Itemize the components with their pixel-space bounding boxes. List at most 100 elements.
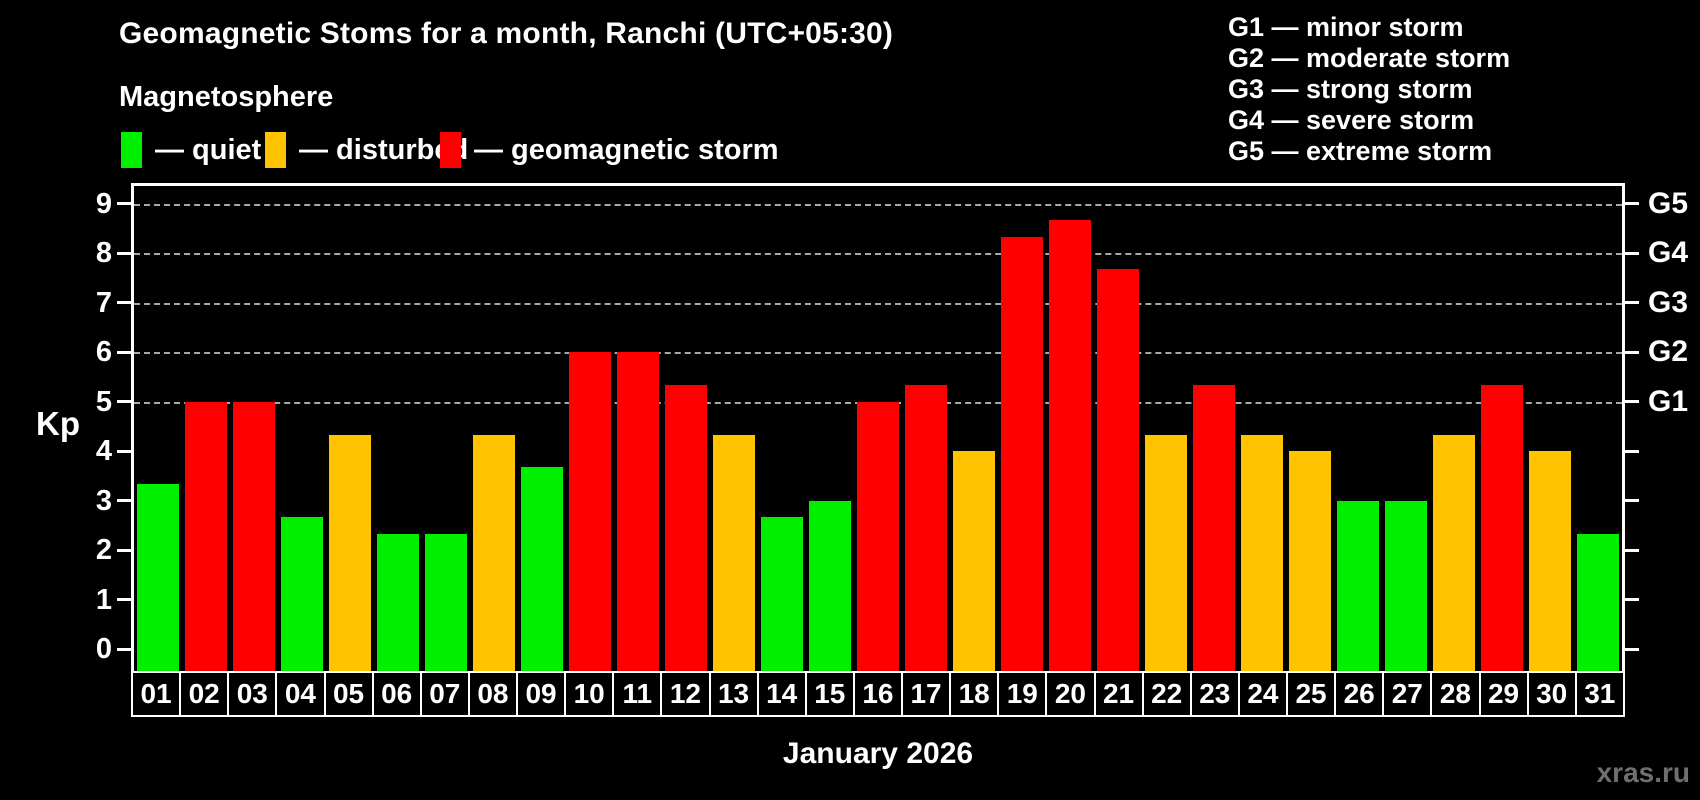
kp-bar-day-11 xyxy=(617,352,659,671)
y-axis-title: Kp xyxy=(36,405,80,442)
kp-bar-day-21 xyxy=(1097,269,1139,671)
watermark: xras.ru xyxy=(1596,757,1690,788)
day-label-26: 26 xyxy=(1334,671,1385,717)
y-tick-label-4: 4 xyxy=(95,435,112,467)
x-axis-title: January 2026 xyxy=(782,737,974,770)
right-tick-0 xyxy=(1625,647,1639,651)
kp-bar-day-20 xyxy=(1049,219,1091,671)
kp-bar-day-19 xyxy=(1001,236,1043,671)
legend-label-quiet: — quiet xyxy=(155,133,262,166)
day-label-02: 02 xyxy=(179,671,230,717)
kp-bar-day-31 xyxy=(1577,533,1619,671)
kp-bar-day-13 xyxy=(713,434,755,671)
right-tick-8 xyxy=(1625,251,1639,255)
kp-bar-day-22 xyxy=(1145,434,1187,671)
y-tick-label-3: 3 xyxy=(95,484,112,517)
g-legend-line-g1: G1 — minor storm xyxy=(1228,12,1464,42)
left-tick-9 xyxy=(117,202,131,205)
kp-bar-day-12 xyxy=(665,385,707,671)
left-tick-8 xyxy=(117,251,131,255)
day-label-04: 04 xyxy=(275,671,326,717)
kp-bar-day-16 xyxy=(857,401,899,671)
right-tick-3 xyxy=(1625,499,1639,502)
quiet-color-swatch xyxy=(121,132,142,168)
kp-bar-day-04 xyxy=(281,516,323,671)
kp-bar-day-18 xyxy=(953,451,995,671)
x-axis-day-labels: 01 02 03 04 05 06 07 08 09 10 11 12 13 14 15 16 17 18 19 20… xyxy=(131,671,1625,717)
kp-bar-day-17 xyxy=(905,385,947,671)
day-label-15: 15 xyxy=(804,671,855,717)
day-label-06: 06 xyxy=(371,671,422,717)
kp-bar-day-01 xyxy=(137,484,179,671)
kp-bar-day-26 xyxy=(1337,500,1379,671)
storm-color-swatch xyxy=(440,132,461,168)
left-tick-5 xyxy=(117,400,131,403)
left-tick-6 xyxy=(117,350,131,354)
g-level-label-g1: G1 xyxy=(1648,384,1689,418)
kp-bar-day-06 xyxy=(377,533,419,671)
g-level-label-g4: G4 xyxy=(1648,236,1689,269)
kp-bar-day-05 xyxy=(329,434,371,671)
gridline-g3 xyxy=(134,302,1622,305)
right-tick-9 xyxy=(1625,202,1639,205)
day-label-05: 05 xyxy=(323,671,374,717)
day-label-24: 24 xyxy=(1237,671,1288,717)
day-label-25: 25 xyxy=(1286,671,1337,717)
day-label-18: 18 xyxy=(949,671,1000,717)
disturbed-color-swatch xyxy=(265,132,286,168)
day-label-21: 21 xyxy=(1093,671,1144,717)
day-label-11: 11 xyxy=(612,671,663,717)
day-label-30: 30 xyxy=(1526,671,1577,717)
kp-bar-day-07 xyxy=(425,533,467,671)
day-label-12: 12 xyxy=(660,671,711,717)
kp-bar-day-09 xyxy=(521,467,563,671)
day-label-27: 27 xyxy=(1382,671,1433,717)
legend-item-storm: — geomagnetic storm xyxy=(440,130,779,170)
kp-bar-day-02 xyxy=(185,401,227,671)
kp-bar-day-28 xyxy=(1433,434,1475,671)
day-label-10: 10 xyxy=(564,671,615,717)
kp-bar-day-10 xyxy=(569,352,611,671)
right-tick-1 xyxy=(1625,598,1639,601)
legend-label-storm: — geomagnetic storm xyxy=(474,133,779,166)
gridline-g4 xyxy=(134,253,1622,255)
left-tick-1 xyxy=(117,598,131,601)
right-tick-4 xyxy=(1625,449,1639,453)
day-label-09: 09 xyxy=(516,671,567,717)
left-tick-2 xyxy=(117,548,131,552)
legend-item-quiet: — quiet xyxy=(121,130,261,170)
right-tick-7 xyxy=(1625,301,1639,304)
day-label-01: 01 xyxy=(131,671,182,717)
y-tick-label-5: 5 xyxy=(95,385,112,418)
legend-label-disturbed: — disturbed xyxy=(299,133,469,166)
gridline-g5 xyxy=(134,203,1622,206)
plot-area xyxy=(131,183,1625,671)
gridline-g2 xyxy=(134,352,1622,354)
kp-bar-day-27 xyxy=(1385,500,1427,671)
kp-bar-day-08 xyxy=(473,434,515,671)
kp-bar-day-25 xyxy=(1289,451,1331,671)
g-level-label-g5: G5 xyxy=(1648,186,1689,220)
day-label-08: 08 xyxy=(467,671,518,717)
legend-item-disturbed: — disturbed xyxy=(265,130,468,170)
g-level-label-g2: G2 xyxy=(1648,335,1689,368)
day-label-07: 07 xyxy=(419,671,470,717)
g-scale-legend: G1 — minor storm G2 — moderate storm G3 … xyxy=(1228,12,1510,167)
y-tick-label-9: 9 xyxy=(95,187,112,220)
bars-layer xyxy=(134,186,1622,671)
chart-title: Geomagnetic Stoms for a month, Ranchi (U… xyxy=(119,17,894,50)
g-legend-line-g3: G3 — strong storm xyxy=(1228,74,1473,104)
day-label-29: 29 xyxy=(1478,671,1529,717)
day-label-31: 31 xyxy=(1574,671,1625,717)
kp-bar-day-30 xyxy=(1529,451,1571,671)
right-tick-6 xyxy=(1625,350,1639,354)
day-label-16: 16 xyxy=(852,671,903,717)
kp-bar-day-29 xyxy=(1481,385,1523,671)
day-label-20: 20 xyxy=(1045,671,1096,717)
y-tick-label-2: 2 xyxy=(95,534,112,566)
g-legend-line-g4: G4 — severe storm xyxy=(1228,105,1475,135)
right-tick-2 xyxy=(1625,548,1639,552)
day-label-17: 17 xyxy=(901,671,952,717)
left-tick-0 xyxy=(117,647,131,651)
